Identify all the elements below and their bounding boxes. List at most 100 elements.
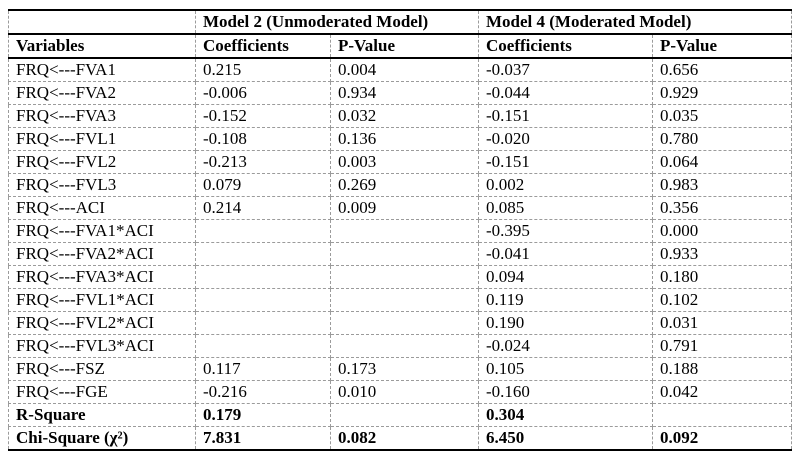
m4-coefficient-cell: -0.020 (478, 127, 653, 151)
table-row: FRQ<---FVL3 0.079 0.269 0.002 0.983 (8, 173, 792, 197)
m2-pvalue-cell: 0.003 (330, 150, 479, 174)
table-row: FRQ<---FVL2 -0.213 0.003 -0.151 0.064 (8, 150, 792, 174)
m2-coefficient-cell (195, 219, 331, 243)
group-header-row: Model 2 (Unmoderated Model) Model 4 (Mod… (8, 9, 792, 35)
m4-pvalue-cell: 0.035 (652, 104, 792, 128)
m4-coefficient-cell: 6.450 (478, 426, 653, 451)
table-row: FRQ<---FVA2*ACI -0.041 0.933 (8, 242, 792, 266)
col-header-m4-coefficients: Coefficients (478, 33, 653, 59)
m4-pvalue-cell: 0.031 (652, 311, 792, 335)
col-header-variables: Variables (8, 33, 196, 59)
m2-coefficient-cell (195, 242, 331, 266)
m4-pvalue-cell: 0.180 (652, 265, 792, 289)
table-row: FRQ<---FVA2 -0.006 0.934 -0.044 0.929 (8, 81, 792, 105)
column-header-row: Variables Coefficients P-Value Coefficie… (8, 33, 792, 59)
m2-pvalue-cell (330, 288, 479, 312)
col-header-m2-pvalue: P-Value (330, 33, 479, 59)
m4-coefficient-cell: -0.024 (478, 334, 653, 358)
m2-coefficient-cell: 0.179 (195, 403, 331, 427)
table-row: FRQ<---FVA1*ACI -0.395 0.000 (8, 219, 792, 243)
m2-coefficient-cell (195, 334, 331, 358)
m2-pvalue-cell: 0.269 (330, 173, 479, 197)
m4-pvalue-cell: 0.929 (652, 81, 792, 105)
m2-pvalue-cell: 0.173 (330, 357, 479, 381)
table-body: FRQ<---FVA1 0.215 0.004 -0.037 0.656 FRQ… (8, 57, 792, 451)
table-row: FRQ<---FVL1 -0.108 0.136 -0.020 0.780 (8, 127, 792, 151)
m2-coefficient-cell: 0.215 (195, 57, 331, 82)
m2-pvalue-cell (330, 242, 479, 266)
m4-coefficient-cell: -0.395 (478, 219, 653, 243)
m2-pvalue-cell (330, 311, 479, 335)
m4-coefficient-cell: -0.160 (478, 380, 653, 404)
variable-cell: FRQ<---FVL2 (8, 150, 196, 174)
variable-cell: FRQ<---FVL2*ACI (8, 311, 196, 335)
m2-pvalue-cell: 0.136 (330, 127, 479, 151)
m4-pvalue-cell: 0.102 (652, 288, 792, 312)
table-row: FRQ<---FVL3*ACI -0.024 0.791 (8, 334, 792, 358)
m2-pvalue-cell: 0.032 (330, 104, 479, 128)
m4-coefficient-cell: 0.190 (478, 311, 653, 335)
m4-pvalue-cell: 0.780 (652, 127, 792, 151)
m4-coefficient-cell: -0.151 (478, 104, 653, 128)
variable-cell: FRQ<---FVL3 (8, 173, 196, 197)
variable-cell: FRQ<---FVA1*ACI (8, 219, 196, 243)
table-row: FRQ<---FVL2*ACI 0.190 0.031 (8, 311, 792, 335)
m2-pvalue-cell (330, 265, 479, 289)
m4-pvalue-cell: 0.042 (652, 380, 792, 404)
variable-cell: FRQ<---ACI (8, 196, 196, 220)
variable-cell: FRQ<---FVL1*ACI (8, 288, 196, 312)
table-row: FRQ<---FVA3 -0.152 0.032 -0.151 0.035 (8, 104, 792, 128)
m2-coefficient-cell: -0.152 (195, 104, 331, 128)
variable-cell: R-Square (8, 403, 196, 427)
m2-pvalue-cell (330, 403, 479, 427)
table-row: FRQ<---FVA3*ACI 0.094 0.180 (8, 265, 792, 289)
m4-pvalue-cell: 0.000 (652, 219, 792, 243)
model4-group-header: Model 4 (Moderated Model) (478, 9, 792, 35)
m2-coefficient-cell: 7.831 (195, 426, 331, 451)
variable-cell: FRQ<---FVA3*ACI (8, 265, 196, 289)
m2-pvalue-cell: 0.934 (330, 81, 479, 105)
col-header-m2-coefficients: Coefficients (195, 33, 331, 59)
m2-coefficient-cell: -0.216 (195, 380, 331, 404)
variable-cell: FRQ<---FVA2 (8, 81, 196, 105)
m4-coefficient-cell: -0.151 (478, 150, 653, 174)
col-header-m4-pvalue: P-Value (652, 33, 792, 59)
m4-coefficient-cell: 0.304 (478, 403, 653, 427)
m2-coefficient-cell: 0.079 (195, 173, 331, 197)
m2-pvalue-cell: 0.009 (330, 196, 479, 220)
m2-coefficient-cell: -0.213 (195, 150, 331, 174)
m2-coefficient-cell (195, 311, 331, 335)
group-header-empty-cell (8, 9, 196, 35)
m4-pvalue-cell: 0.791 (652, 334, 792, 358)
variable-cell: FRQ<---FSZ (8, 357, 196, 381)
table-row: FRQ<---ACI 0.214 0.009 0.085 0.356 (8, 196, 792, 220)
m4-pvalue-cell: 0.983 (652, 173, 792, 197)
variable-cell: FRQ<---FGE (8, 380, 196, 404)
m4-pvalue-cell: 0.092 (652, 426, 792, 451)
m4-coefficient-cell: 0.105 (478, 357, 653, 381)
variable-cell: Chi-Square (χ²) (8, 426, 196, 451)
m4-pvalue-cell: 0.656 (652, 57, 792, 82)
m4-coefficient-cell: 0.119 (478, 288, 653, 312)
table-row: FRQ<---FGE -0.216 0.010 -0.160 0.042 (8, 380, 792, 404)
m4-coefficient-cell: 0.094 (478, 265, 653, 289)
m4-coefficient-cell: 0.002 (478, 173, 653, 197)
variable-cell: FRQ<---FVL1 (8, 127, 196, 151)
m4-coefficient-cell: 0.085 (478, 196, 653, 220)
m2-pvalue-cell (330, 334, 479, 358)
table-row: FRQ<---FSZ 0.117 0.173 0.105 0.188 (8, 357, 792, 381)
model2-group-header: Model 2 (Unmoderated Model) (195, 9, 479, 35)
table-row: Chi-Square (χ²) 7.831 0.082 6.450 0.092 (8, 426, 792, 451)
m2-coefficient-cell (195, 265, 331, 289)
m2-coefficient-cell: -0.006 (195, 81, 331, 105)
m2-pvalue-cell: 0.004 (330, 57, 479, 82)
variable-cell: FRQ<---FVA1 (8, 57, 196, 82)
regression-results-table: Model 2 (Unmoderated Model) Model 4 (Mod… (8, 9, 792, 451)
variable-cell: FRQ<---FVL3*ACI (8, 334, 196, 358)
table-row: FRQ<---FVA1 0.215 0.004 -0.037 0.656 (8, 57, 792, 82)
m2-coefficient-cell: 0.214 (195, 196, 331, 220)
table-row: FRQ<---FVL1*ACI 0.119 0.102 (8, 288, 792, 312)
variable-cell: FRQ<---FVA3 (8, 104, 196, 128)
m2-pvalue-cell: 0.082 (330, 426, 479, 451)
m4-pvalue-cell: 0.933 (652, 242, 792, 266)
